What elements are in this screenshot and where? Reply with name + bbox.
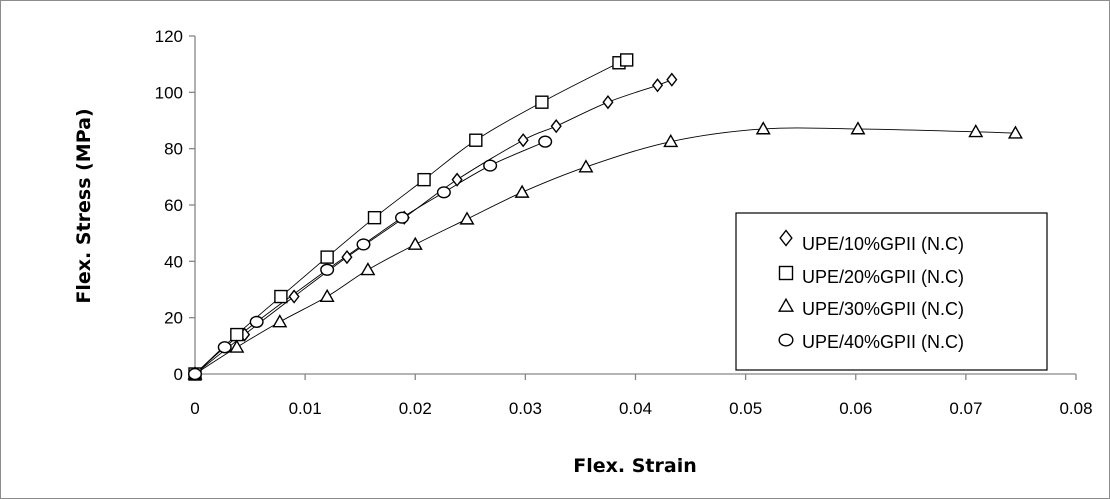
data-point-diamond: [451, 172, 463, 187]
y-tick-label: 60: [164, 196, 183, 215]
data-point-triangle: [663, 133, 679, 148]
data-point-triangle: [514, 184, 530, 198]
legend-marker-triangle: [777, 297, 795, 312]
data-point-triangle: [850, 121, 866, 135]
x-tick-label: 0.04: [619, 399, 652, 418]
data-point-diamond: [602, 95, 614, 110]
data-point-diamond: [341, 249, 353, 265]
data-point-square: [535, 95, 549, 109]
data-point-diamond: [517, 133, 529, 148]
data-point-square: [230, 327, 244, 342]
y-tick-label: 0: [174, 365, 183, 384]
legend-marker-square: [778, 265, 794, 281]
legend: UPE/10%GPII (N.C) UPE/20%GPII (N.C) UPE/…: [735, 212, 1048, 371]
y-tick-label: 20: [164, 309, 183, 328]
data-point-circle: [217, 341, 232, 354]
data-point-triangle: [459, 211, 475, 225]
data-point-circle: [249, 315, 264, 328]
data-point-triangle: [968, 124, 984, 138]
data-point-diamond: [288, 289, 300, 304]
legend-label-20: UPE/20%GPII (N.C): [802, 267, 964, 287]
y-tick-label: 120: [155, 27, 183, 46]
legend-marker-circle: [778, 333, 794, 347]
data-point-square: [469, 133, 483, 147]
legend-label-40: UPE/40%GPII (N.C): [802, 332, 964, 352]
data-point-triangle: [229, 339, 245, 353]
data-point-circle: [483, 159, 498, 172]
data-point-square: [619, 53, 634, 67]
data-point-circle: [187, 367, 202, 381]
data-point-diamond: [651, 78, 664, 93]
legend-label-30: UPE/30%GPII (N.C): [802, 299, 964, 319]
data-markers: [187, 53, 1023, 382]
legend-label-10: UPE/10%GPII (N.C): [802, 234, 964, 254]
x-axis-title: Flex. Strain: [573, 455, 696, 477]
data-point-triangle: [578, 159, 594, 173]
x-tick-label: 0.08: [1059, 399, 1092, 418]
trend-line-square: [194, 58, 629, 375]
x-tick-label: 0: [190, 399, 199, 418]
data-point-circle: [320, 263, 335, 276]
data-point-circle: [436, 186, 451, 199]
x-tick-label: 0.06: [839, 399, 872, 418]
data-point-triangle: [407, 236, 423, 250]
y-tick-label: 80: [164, 140, 183, 159]
data-point-diamond: [550, 118, 562, 134]
x-tick-label: 0.07: [949, 399, 982, 418]
axes: 0 20 40 60 80 100 120 0 0.01 0.02 0.03 0.04 0.05 0.06…: [155, 27, 1093, 418]
data-point-triangle: [755, 121, 771, 135]
data-point-square: [274, 289, 288, 304]
data-point-triangle: [360, 262, 376, 276]
data-point-diamond: [666, 72, 678, 87]
x-tick-label: 0.03: [509, 399, 542, 418]
y-tick-label: 40: [164, 252, 183, 271]
data-point-triangle: [272, 314, 288, 328]
y-tick-label: 100: [155, 83, 183, 102]
data-point-square: [417, 172, 431, 187]
y-axis-title: Flex. Stress (MPa): [73, 108, 95, 303]
data-point-square: [367, 210, 382, 225]
data-point-square: [320, 250, 334, 264]
data-point-triangle: [1007, 125, 1023, 139]
data-point-circle: [395, 211, 410, 224]
x-tick-label: 0.05: [729, 399, 762, 418]
legend-marker-diamond: [779, 229, 793, 247]
data-point-triangle: [319, 288, 335, 303]
data-point-circle: [538, 135, 553, 148]
x-tick-label: 0.01: [289, 399, 322, 418]
x-tick-label: 0.02: [399, 399, 432, 418]
data-point-circle: [356, 238, 371, 251]
